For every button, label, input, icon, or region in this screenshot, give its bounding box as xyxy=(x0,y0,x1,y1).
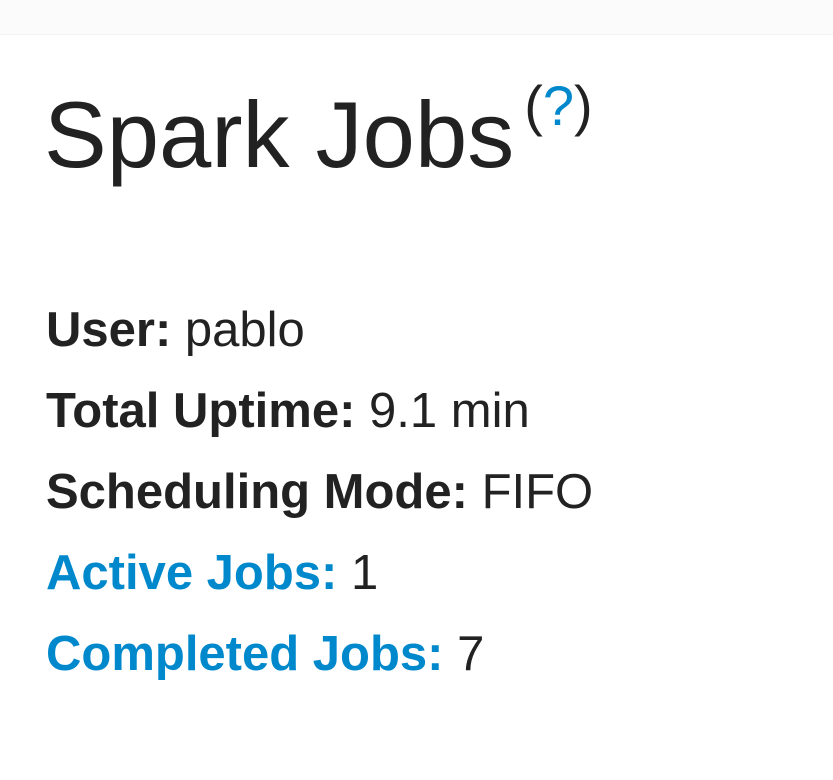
page-title: Spark Jobs (?) xyxy=(44,78,593,182)
summary-completed-jobs: Completed Jobs: 7 xyxy=(46,614,593,695)
summary-uptime: Total Uptime: 9.1 min xyxy=(46,371,593,452)
uptime-label: Total Uptime: xyxy=(46,384,356,438)
scheduling-mode-label: Scheduling Mode: xyxy=(46,465,468,519)
active-jobs-link[interactable]: Active Jobs: xyxy=(46,546,338,600)
completed-jobs-value: 7 xyxy=(457,627,485,681)
user-label: User: xyxy=(46,303,172,357)
summary-list: User: pablo Total Uptime: 9.1 min Schedu… xyxy=(46,290,593,695)
help-tooltip: (?) xyxy=(524,74,593,137)
summary-scheduling-mode: Scheduling Mode: FIFO xyxy=(46,452,593,533)
scheduling-mode-value: FIFO xyxy=(481,465,594,519)
active-jobs-value: 1 xyxy=(351,546,379,600)
summary-active-jobs: Active Jobs: 1 xyxy=(46,533,593,614)
summary-user: User: pablo xyxy=(46,290,593,371)
completed-jobs-link[interactable]: Completed Jobs: xyxy=(46,627,444,681)
page-title-text: Spark Jobs xyxy=(44,82,515,187)
top-navbar-edge xyxy=(0,0,833,35)
help-link[interactable]: ? xyxy=(542,74,575,137)
uptime-value: 9.1 min xyxy=(369,384,530,438)
user-value: pablo xyxy=(184,303,305,357)
